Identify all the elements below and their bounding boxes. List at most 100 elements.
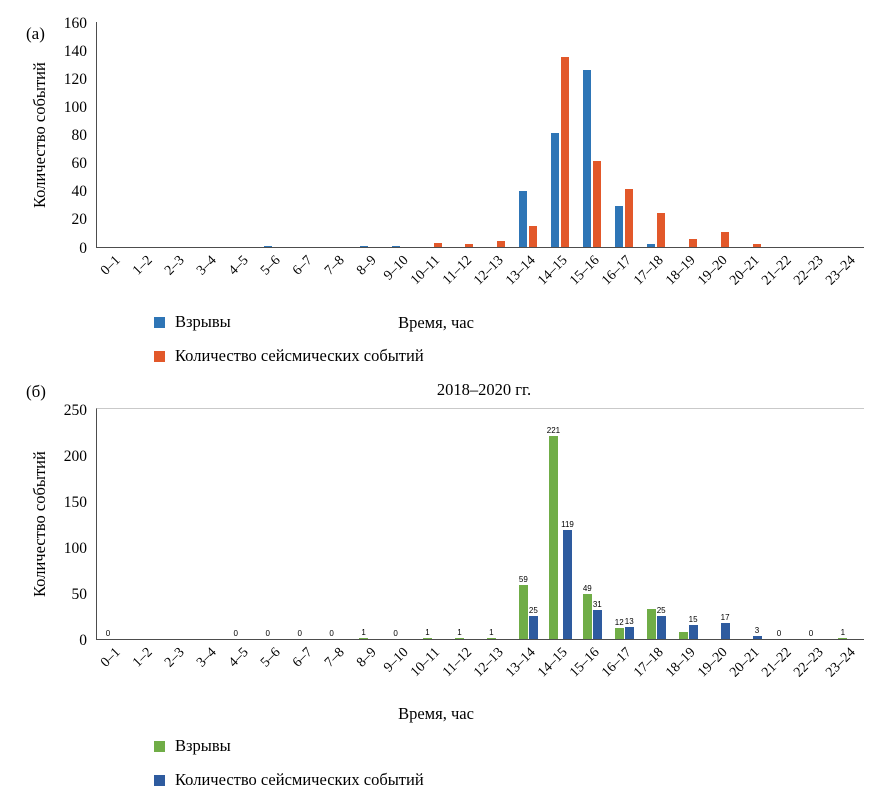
category-group: 15 18–19 (663, 409, 704, 680)
bar-pair: 0 (806, 409, 825, 639)
bar-wrap: 59 (518, 409, 528, 639)
bar (263, 245, 272, 247)
legend-item: Взрывы (154, 736, 864, 756)
bar-pair (455, 22, 474, 247)
y-tick-label: 250 (63, 401, 87, 419)
category-group: 1 8–9 (353, 409, 385, 670)
x-tick-label: 13–14 (503, 253, 539, 289)
bar-value-label: 0 (808, 629, 814, 638)
bar-wrap (646, 409, 656, 639)
bar-wrap (743, 22, 751, 247)
bar-pair (519, 22, 538, 247)
bar-wrap (625, 22, 634, 247)
x-axis-title: Время, час (398, 313, 474, 332)
bar (551, 133, 560, 247)
bar (752, 636, 762, 639)
bar-wrap: 1 (486, 409, 496, 639)
x-tick-label: 4–5 (225, 253, 252, 279)
bar-value-label: 1 (457, 628, 462, 637)
bar-value-label: 1 (425, 628, 430, 637)
bar-value-label: 17 (720, 613, 730, 623)
bar-wrap (263, 22, 272, 247)
legend-swatch (154, 740, 165, 752)
legend-swatch (154, 350, 165, 362)
x-tick-label: 12–13 (471, 645, 508, 681)
bar-wrap (177, 409, 186, 639)
bar-pair (168, 22, 186, 247)
x-tick-label: 15–16 (567, 253, 603, 289)
bar (657, 213, 666, 247)
category-group: 10–11 (408, 22, 449, 288)
bar-wrap (209, 409, 218, 639)
bar-wrap: 49 (582, 409, 592, 639)
x-tick-label: 21–22 (759, 645, 795, 681)
x-tick-label: 5–6 (257, 645, 284, 671)
bar-wrap: 0 (263, 409, 272, 639)
x-tick-label: 17–18 (631, 645, 667, 681)
bar (465, 244, 474, 247)
category-group: 12 13 16–17 (599, 409, 640, 680)
bar-pair: 1 (838, 409, 857, 639)
bar-value-label: 25 (656, 606, 666, 615)
bar-wrap (689, 22, 698, 247)
bar-wrap (200, 22, 208, 247)
bar-wrap (753, 22, 762, 247)
bar-wrap: 0 (806, 409, 815, 639)
bar-wrap (274, 22, 282, 247)
bar-pair: 0 (295, 409, 314, 639)
bar-wrap (679, 22, 687, 247)
x-tick-label: 18–19 (663, 645, 699, 681)
bar-wrap: 0 (327, 409, 336, 639)
category-group: 12–13 (472, 22, 512, 288)
bar (625, 189, 634, 247)
x-tick-label: 7–8 (321, 645, 348, 671)
category-group: 7–8 (321, 22, 353, 278)
bar-pair (424, 22, 442, 247)
x-tick-label: 12–13 (471, 253, 508, 289)
y-tick-label: 140 (63, 42, 87, 60)
y-tick-label: 60 (71, 154, 88, 172)
chart-b-title: 2018–2020 гг. (436, 380, 532, 399)
category-group: 23–24 (823, 22, 864, 288)
bar-wrap (296, 22, 304, 247)
category-group: 14–15 (536, 22, 576, 288)
bar-wrap (561, 22, 570, 247)
y-tick-label: 40 (71, 183, 88, 200)
y-tick-label: 150 (63, 493, 87, 511)
x-tick-label: 11–12 (440, 645, 476, 680)
x-tick-label: 16–17 (599, 253, 635, 289)
bar-wrap (424, 22, 432, 247)
x-tick-label: 0–1 (98, 253, 124, 279)
plot-area: 0–1 1–2 2–3 3–4 4–5 5–6 6–7 7–8 8–9 9–10 10–11 11–1… (96, 22, 864, 288)
x-tick-label: 20–21 (727, 253, 763, 289)
bar-wrap (721, 22, 730, 247)
bar-pair (679, 22, 698, 247)
bar-wrap (199, 409, 208, 639)
bar (838, 638, 848, 639)
bar-pair (647, 22, 666, 247)
bar-pair: 0 (263, 409, 282, 639)
bar (423, 638, 432, 639)
category-group: 15–16 (568, 22, 608, 288)
bar-wrap (168, 22, 176, 247)
panel-label-a: (а) (26, 24, 45, 43)
category-group: 25 17–18 (631, 409, 672, 680)
bar-wrap (615, 22, 624, 247)
bar (561, 57, 570, 247)
category-group: 0 4–5 (225, 409, 257, 670)
bar-wrap (785, 22, 793, 247)
x-tick-label: 3–4 (193, 645, 220, 671)
bar (529, 225, 538, 247)
bar-wrap (678, 409, 688, 639)
bar-wrap: 25 (528, 409, 538, 639)
category-group: 0 22–23 (791, 409, 832, 680)
bar (614, 627, 624, 639)
category-group: 13–14 (504, 22, 544, 288)
bar (433, 242, 442, 247)
bar-wrap (232, 22, 240, 247)
chart-a-footer: Время, час Взрывы Количество сейсмических… (8, 312, 864, 366)
bar (391, 245, 400, 247)
bar-value-label: 0 (329, 629, 334, 638)
bar-wrap: 0 (295, 409, 304, 639)
bar (615, 206, 624, 247)
